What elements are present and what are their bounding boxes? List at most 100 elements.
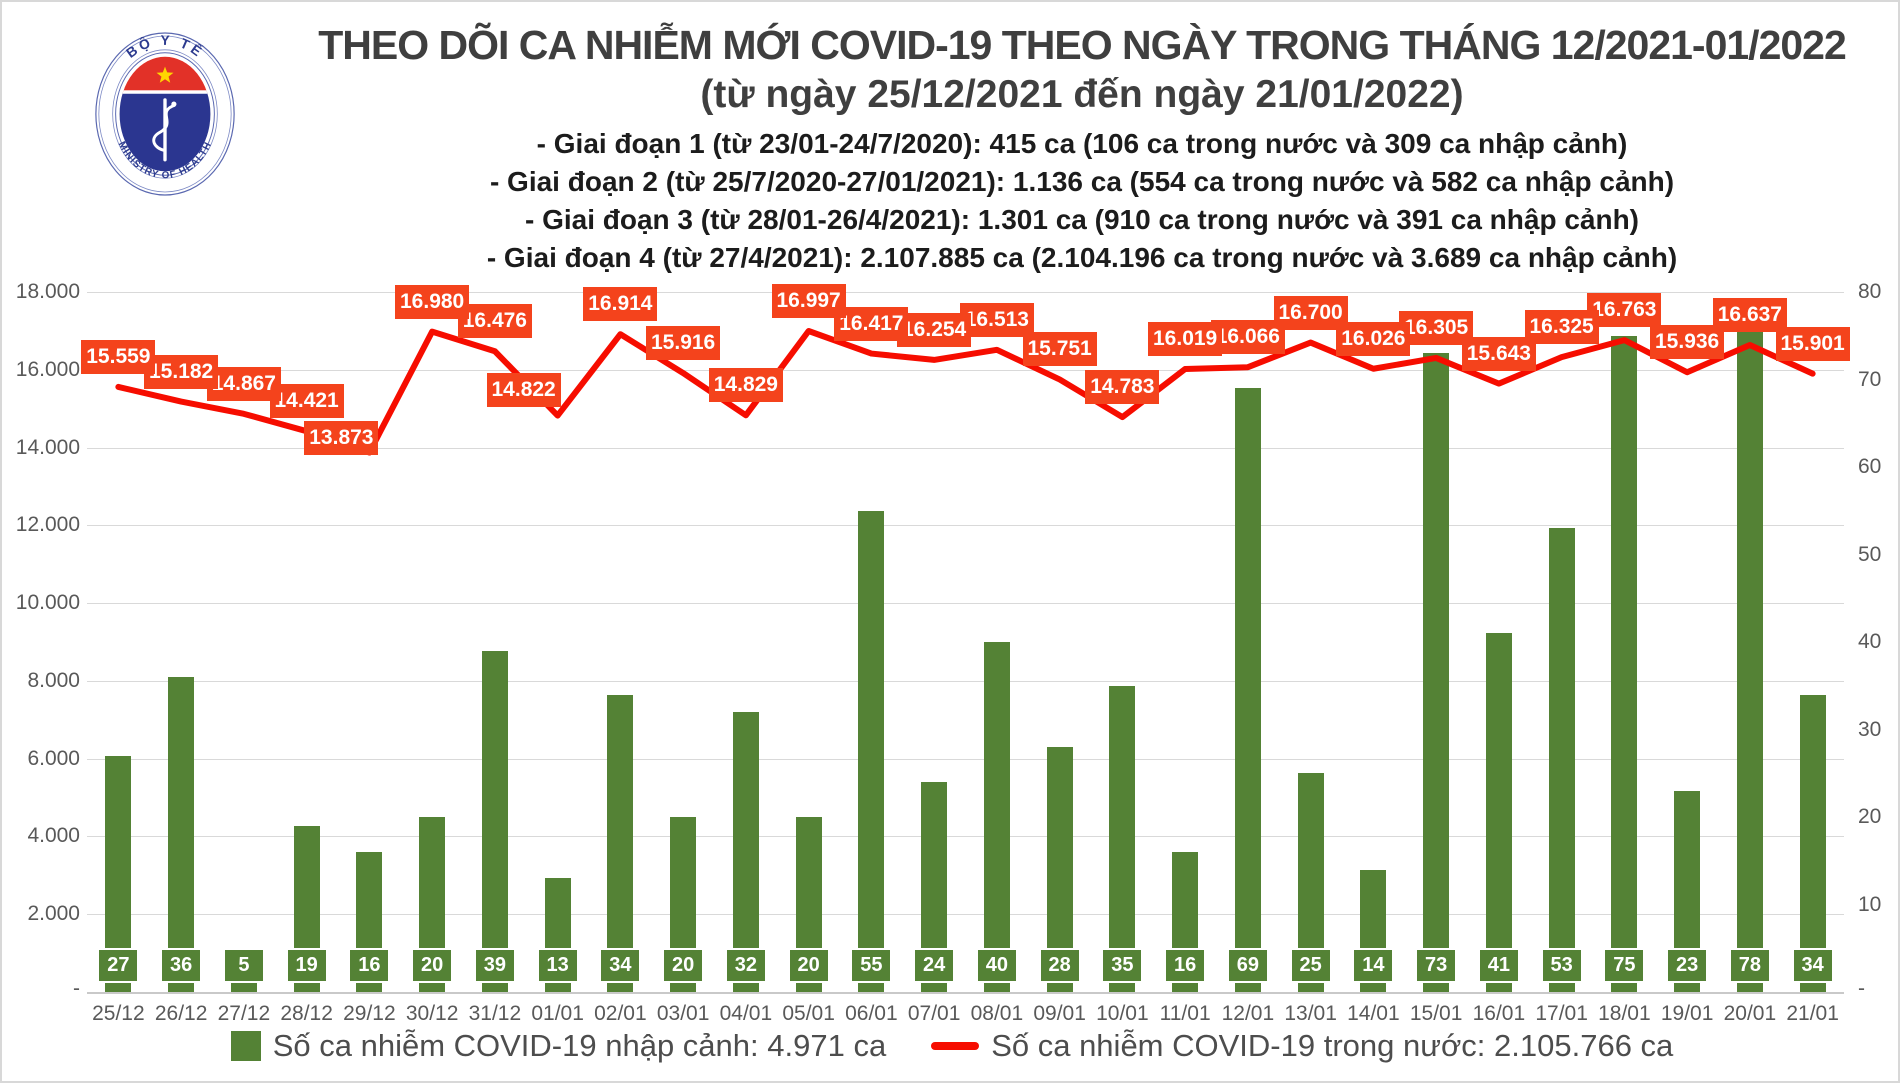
x-axis-label-28/12: 28/12 — [280, 1002, 333, 1025]
legend-item-domestic: Số ca nhiễm COVID-19 trong nước: 2.105.7… — [931, 1028, 1673, 1064]
line-value-09/01: 15.751 — [1022, 332, 1097, 367]
line-value-04/01: 14.829 — [708, 368, 783, 403]
line-value-30/12: 16.980 — [395, 284, 470, 319]
x-axis-label-16/01: 16/01 — [1472, 1002, 1526, 1025]
bar-value-10/01: 35 — [1101, 948, 1144, 983]
x-axis-label-15/01: 15/01 — [1409, 1002, 1463, 1025]
left-axis-tick: 18.000 — [15, 280, 80, 303]
x-axis-label-21/01: 21/01 — [1786, 1002, 1839, 1025]
bar-value-09/01: 28 — [1038, 948, 1081, 983]
bar-value-01/01: 13 — [536, 948, 579, 983]
asclepius-staff-icon — [152, 98, 177, 162]
line-value-05/01: 16.997 — [771, 284, 846, 318]
gridline — [87, 680, 1844, 682]
bar-value-17/01: 53 — [1540, 948, 1583, 983]
gridline — [87, 603, 1844, 605]
x-axis-label-04/01: 04/01 — [719, 1002, 773, 1025]
bar-value-31/12: 39 — [473, 948, 516, 983]
x-axis-label-13/01: 13/01 — [1284, 1002, 1337, 1025]
bar-value-05/01: 20 — [787, 948, 830, 983]
bar-value-29/12: 16 — [348, 948, 391, 983]
moh-logo: BỘ Y TẾ MINISTRY OF HEALTH — [86, 20, 244, 208]
right-axis-tick: 10 — [1858, 892, 1882, 916]
right-axis-tick: 70 — [1858, 367, 1882, 391]
bar-value-25/12: 27 — [97, 948, 140, 983]
line-value-25/12: 15.559 — [81, 339, 156, 374]
legend-bar-swatch — [230, 1031, 261, 1061]
bar-value-19/01: 23 — [1666, 948, 1709, 983]
bar-04/01 — [732, 712, 759, 992]
star-icon — [156, 66, 174, 83]
bar-value-08/01: 40 — [975, 948, 1018, 983]
x-axis-label-25/12: 25/12 — [92, 1002, 145, 1025]
phase-1-text: - Giai đoạn 1 (từ 23/01-24/7/2020): 415 … — [536, 128, 1628, 159]
left-axis-tick-zero: - — [73, 977, 80, 1000]
gridline — [87, 836, 1844, 838]
x-axis-label-05/01: 05/01 — [782, 1002, 835, 1025]
x-axis-label-14/01: 14/01 — [1347, 1002, 1400, 1025]
x-axis-label-27/12: 27/12 — [217, 1002, 271, 1025]
x-axis-line — [87, 992, 1844, 994]
x-axis-label-29/12: 29/12 — [343, 1002, 396, 1025]
right-axis-tick: 80 — [1858, 280, 1882, 303]
line-value-11/01: 16.019 — [1148, 322, 1223, 357]
right-axis-tick-zero: - — [1858, 977, 1865, 1000]
x-axis-label-18/01: 18/01 — [1598, 1002, 1651, 1025]
x-axis-label-10/01: 10/01 — [1096, 1002, 1149, 1025]
gridline — [87, 914, 1844, 916]
x-axis-label-01/01: 01/01 — [531, 1002, 584, 1025]
phase-2-text: - Giai đoạn 2 (từ 25/7/2020-27/01/2021):… — [489, 166, 1675, 197]
legend-line-swatch — [931, 1042, 980, 1050]
line-value-01/01: 14.822 — [486, 372, 561, 407]
bar-value-02/01: 34 — [599, 948, 642, 983]
left-axis-tick: 12.000 — [15, 513, 80, 537]
phase-4-text: - Giai đoạn 4 (từ 27/4/2021): 2.107.885 … — [486, 242, 1678, 273]
bar-value-13/01: 25 — [1289, 948, 1332, 983]
bar-value-06/01: 55 — [850, 948, 893, 983]
bar-value-07/01: 24 — [913, 948, 956, 983]
x-axis-label-07/01: 07/01 — [907, 1002, 961, 1025]
x-axis-label-03/01: 03/01 — [656, 1002, 710, 1025]
bar-value-20/01: 78 — [1728, 948, 1771, 983]
right-axis-tick: 30 — [1858, 717, 1882, 741]
legend-line-label: Số ca nhiễm COVID-19 trong nước: 2.105.7… — [991, 1028, 1674, 1063]
right-axis-tick: 60 — [1858, 455, 1882, 478]
x-axis-label-11/01: 11/01 — [1159, 1002, 1211, 1025]
x-axis-label-09/01: 09/01 — [1033, 1002, 1086, 1025]
x-axis-label-06/01: 06/01 — [845, 1002, 898, 1025]
bar-16/01 — [1485, 633, 1512, 992]
left-axis-tick: 14.000 — [15, 435, 80, 459]
bar-value-15/01: 73 — [1415, 948, 1458, 983]
phase-3-text: - Giai đoạn 3 (từ 28/01-26/4/2021): 1.30… — [524, 204, 1640, 235]
header: THEO DÕI CA NHIỄM MỚI COVID-19 THEO NGÀY… — [272, 22, 1892, 277]
right-axis-tick: 40 — [1858, 630, 1882, 653]
gridline — [87, 758, 1844, 760]
bar-08/01 — [983, 642, 1010, 992]
bar-value-26/12: 36 — [160, 948, 203, 983]
gridline — [87, 369, 1844, 371]
x-axis-label-17/01: 17/01 — [1535, 1002, 1588, 1025]
gridline — [87, 292, 1844, 293]
bar-02/01 — [607, 694, 634, 992]
bar-value-27/12: 5 — [222, 948, 265, 983]
phase-summary: - Giai đoạn 1 (từ 23/01-24/7/2020): 415 … — [272, 125, 1892, 277]
bar-12/01 — [1234, 388, 1261, 992]
line-value-03/01: 15.916 — [646, 326, 721, 361]
page-title: THEO DÕI CA NHIỄM MỚI COVID-19 THEO NGÀY… — [318, 22, 1847, 68]
x-axis-label-12/01: 12/01 — [1221, 1002, 1275, 1025]
bar-21/01 — [1799, 694, 1826, 992]
line-value-18/01: 16.763 — [1587, 293, 1662, 328]
right-axis-tick: 50 — [1858, 542, 1882, 566]
bar-value-21/01: 34 — [1791, 948, 1834, 983]
bar-value-16/01: 41 — [1477, 948, 1520, 983]
x-axis-label-20/01: 20/01 — [1723, 1002, 1777, 1025]
bar-17/01 — [1548, 528, 1575, 992]
x-axis-label-08/01: 08/01 — [970, 1002, 1024, 1025]
right-axis-tick: 20 — [1858, 805, 1882, 828]
page-subtitle: (từ ngày 25/12/2021 đến ngày 21/01/2022) — [700, 73, 1464, 116]
moh-emblem-graphic: BỘ Y TẾ MINISTRY OF HEALTH — [95, 32, 235, 196]
left-axis-tick: 8.000 — [27, 668, 80, 692]
legend-item-imported: Số ca nhiễm COVID-19 nhập cảnh: 4.971 ca — [230, 1028, 886, 1064]
